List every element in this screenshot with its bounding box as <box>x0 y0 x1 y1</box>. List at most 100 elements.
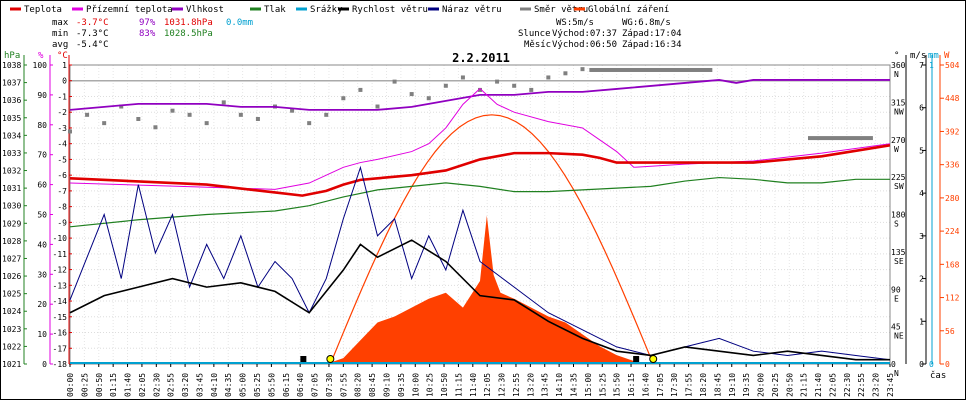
w-tick-label: 112 <box>945 294 960 303</box>
wind-direction-point <box>255 116 260 121</box>
x-tick-label: 11:15 <box>454 373 463 397</box>
wind-direction-point <box>563 71 568 76</box>
direction-compass-label: SE <box>894 257 904 266</box>
wind-direction-point <box>460 75 465 80</box>
w-tick-label: 0 <box>945 360 950 369</box>
stat-avg-temp: -5.4°C <box>76 40 109 50</box>
direction-tick-label: 0 <box>891 360 896 369</box>
x-tick-label: 20:00 <box>757 373 766 397</box>
x-tick-label: 15:50 <box>613 373 622 397</box>
x-axis: 00:00 00:25 00:50 01:15 01:40 02:05 02:30 02:55… <box>66 364 895 397</box>
celsius-tick-label: -9 <box>57 218 67 227</box>
direction-tick-label: 315 <box>891 98 906 107</box>
wind-direction-point <box>85 112 90 117</box>
x-tick-label: 05:00 <box>239 373 248 397</box>
x-tick-label: 16:40 <box>641 373 650 397</box>
series-globalni-zareni <box>326 215 651 364</box>
series-tlak <box>69 176 890 228</box>
hpa-tick-label: 1031 <box>2 184 21 193</box>
wind-direction-point <box>307 121 312 126</box>
x-tick-label: 17:30 <box>670 373 679 397</box>
x-tick-label: 13:20 <box>526 373 535 397</box>
percent-tick-label: 70 <box>37 151 47 160</box>
direction-tick-label: 360 <box>891 61 906 70</box>
wind-direction-point <box>136 116 141 121</box>
direction-tick-label: 225 <box>891 173 906 182</box>
hpa-tick-label: 1025 <box>2 290 21 299</box>
stat-min-hum: 83% <box>139 29 156 39</box>
stat-avg-label: avg <box>52 40 68 50</box>
percent-axis-title: % <box>38 51 44 61</box>
ms-axis-title: m/s <box>910 51 926 61</box>
x-tick-label: 12:30 <box>498 373 507 397</box>
w-tick-label: 224 <box>945 227 960 236</box>
stat-max-temp: -3.7°C <box>76 18 109 28</box>
stat-max-rain: 0.0mm <box>226 18 253 28</box>
x-tick-label: 22:05 <box>828 373 837 397</box>
hpa-tick-label: 1027 <box>2 254 21 263</box>
x-tick-label: 07:30 <box>325 373 334 397</box>
x-tick-label: 18:45 <box>713 373 722 397</box>
x-tick-label: 10:25 <box>426 373 435 397</box>
w-tick-label: 56 <box>945 327 955 336</box>
percent-tick-label: 90 <box>37 91 47 100</box>
x-tick-label: 22:55 <box>857 373 866 397</box>
x-tick-label: 08:20 <box>354 373 363 397</box>
celsius-tick-label: -11 <box>53 250 68 259</box>
x-tick-label: 22:30 <box>843 373 852 397</box>
direction-tick-label: 90 <box>891 285 901 294</box>
stat-min-press: 1028.5hPa <box>164 29 213 39</box>
wind-direction-point <box>375 104 380 109</box>
x-tick-label: 21:15 <box>800 373 809 397</box>
wind-direction-bar <box>589 67 713 72</box>
w-axis-title: W <box>944 51 950 61</box>
x-tick-label: 09:35 <box>397 373 406 397</box>
legend-label: Srážky <box>310 5 343 15</box>
hpa-tick-label: 1021 <box>2 360 21 369</box>
direction-compass-label: SW <box>894 182 904 191</box>
hpa-tick-label: 1022 <box>2 342 21 351</box>
hpa-tick-label: 1037 <box>2 79 21 88</box>
percent-tick-label: 30 <box>37 270 47 279</box>
w-tick-label: 392 <box>945 127 960 136</box>
x-tick-label: 07:05 <box>311 373 320 397</box>
wind-direction-point <box>68 129 72 134</box>
moon-marker <box>633 356 640 362</box>
x-tick-label: 15:00 <box>584 373 593 397</box>
ms-tick-label: 3 <box>919 232 924 241</box>
sun-rise: Východ:07:37 <box>552 29 617 39</box>
wind-direction-point <box>478 87 482 92</box>
percent-tick-label: 10 <box>37 330 47 339</box>
legend-label: Teplota <box>24 5 62 15</box>
wind-direction-point <box>170 108 175 113</box>
x-tick-label: 05:50 <box>267 373 276 397</box>
wind-direction-point <box>102 121 107 126</box>
stat-min-temp: -7.3°C <box>76 29 109 39</box>
direction-tick-label: 45 <box>891 323 901 332</box>
celsius-tick-label: -2 <box>57 108 67 117</box>
wind-direction-point <box>358 87 363 92</box>
direction-compass-label: E <box>894 294 899 303</box>
percent-tick-label: 0 <box>42 360 47 369</box>
w-tick-label: 336 <box>945 161 960 170</box>
w-tick-label: 168 <box>945 260 960 269</box>
direction-tick-label: 180 <box>891 211 906 220</box>
direction-compass-label: N <box>894 369 899 378</box>
x-tick-label: 21:40 <box>814 373 823 397</box>
mm-axis-title: mm <box>928 51 939 61</box>
celsius-tick-label: -8 <box>57 203 67 212</box>
wind-direction-point <box>204 121 209 126</box>
direction-compass-label: NE <box>894 332 904 341</box>
x-tick-label: 12:55 <box>512 373 521 397</box>
x-tick-label: 01:40 <box>124 373 133 397</box>
x-tick-label: 06:40 <box>296 373 305 397</box>
moon-set: Západ:16:34 <box>622 40 682 50</box>
sun-marker <box>649 355 658 363</box>
x-tick-label: 01:15 <box>109 373 118 397</box>
wind-direction-bar <box>808 136 873 141</box>
moon-rise: Východ:06:50 <box>552 40 617 50</box>
x-tick-label: 19:10 <box>728 373 737 397</box>
w-tick-label: 280 <box>945 194 960 203</box>
